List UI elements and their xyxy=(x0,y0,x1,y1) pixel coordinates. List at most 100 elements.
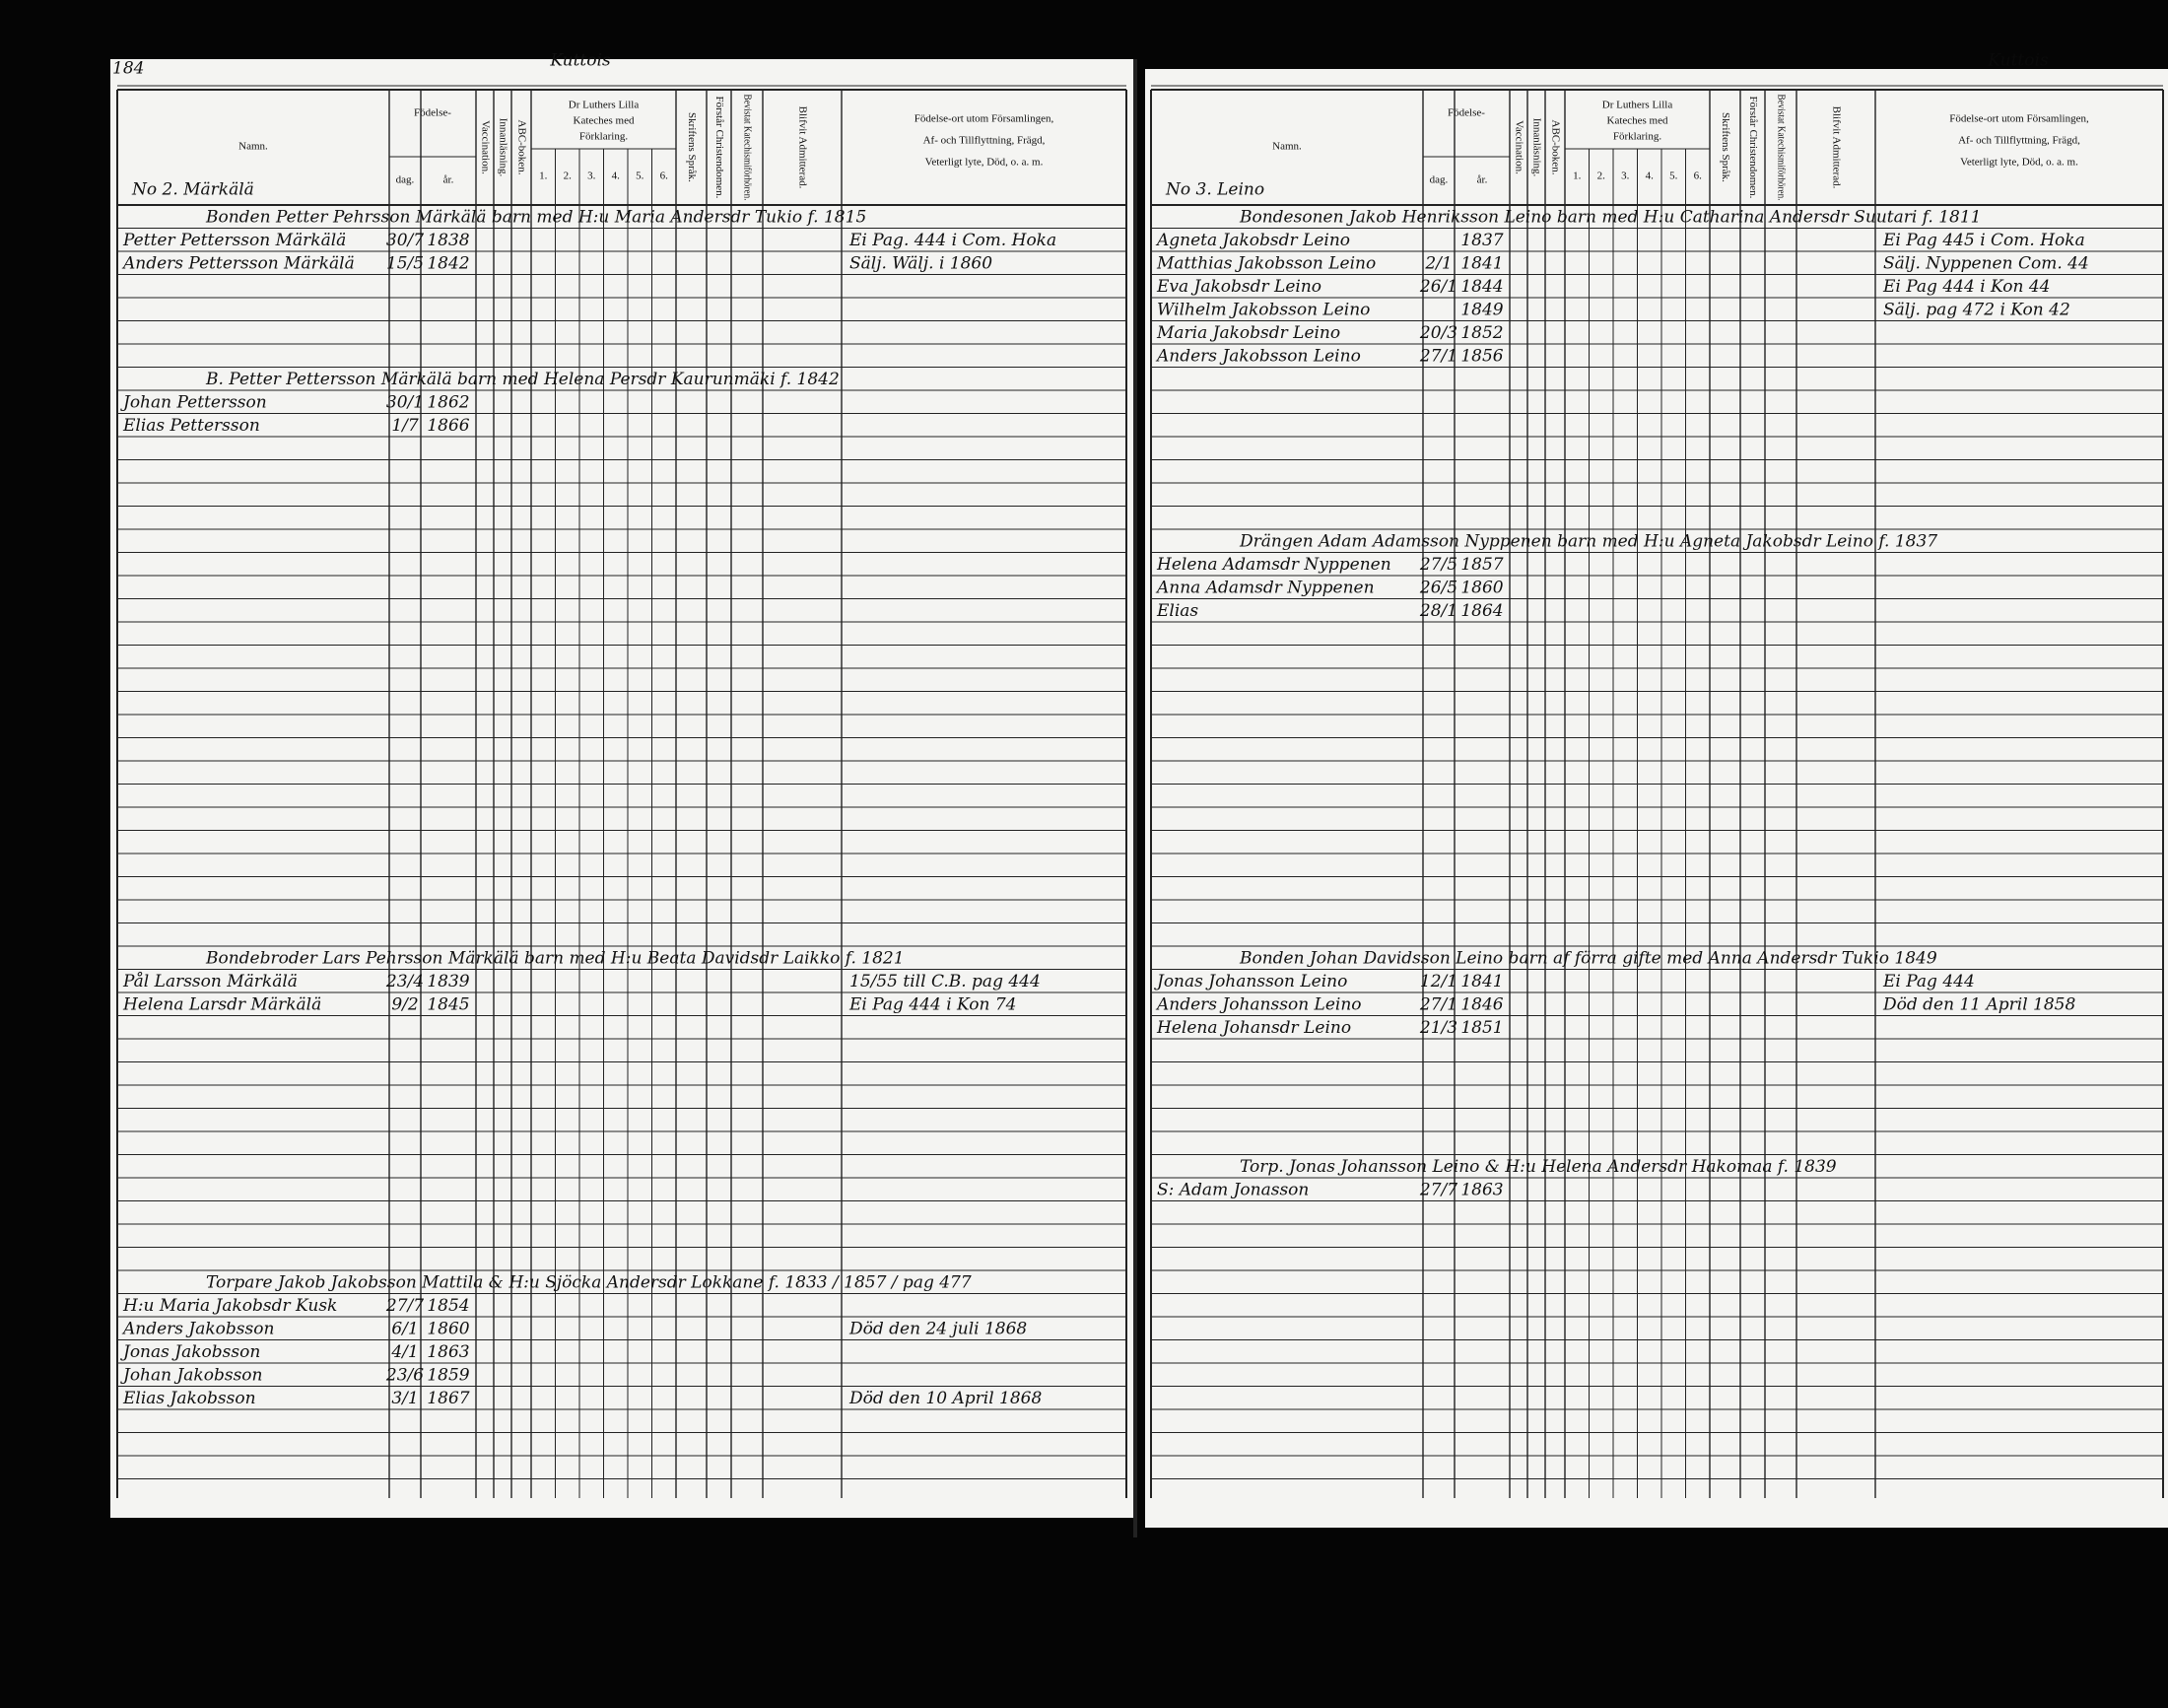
header-understands: Förstår Christendomen. xyxy=(1747,97,1759,199)
remark: Ei Pag. 444 i Com. Hoka xyxy=(848,231,1056,250)
remark: Död den 24 juli 1868 xyxy=(848,1319,1027,1338)
header-remarks: Af- och Tillflyttning, Frägd, xyxy=(1958,135,2080,147)
birth-year: 1866 xyxy=(427,416,469,436)
birth-day: 28/1 xyxy=(1419,601,1457,621)
header-part: 4. xyxy=(1646,171,1655,182)
birth-year: 1839 xyxy=(427,972,469,991)
header-part: 6. xyxy=(660,171,669,182)
birth-year: 1838 xyxy=(427,231,469,250)
house-title: No 2. Märkälä xyxy=(131,180,254,200)
birth-year: 1844 xyxy=(1460,277,1503,297)
person-name: Eva Jakobsdr Leino xyxy=(1156,277,1321,297)
person-name: Jonas Jakobsson xyxy=(120,1342,260,1362)
header-part: 3. xyxy=(1621,171,1630,182)
birth-year: 1846 xyxy=(1460,994,1503,1014)
birth-year: 1857 xyxy=(1460,555,1503,575)
village-name: Kuttois xyxy=(549,51,611,71)
birth-year: 1837 xyxy=(1460,231,1503,250)
birth-year: 1852 xyxy=(1460,323,1503,343)
header-remarks: Veterligt lyte, Död, o. a. m. xyxy=(1960,157,2078,169)
person-name: Elias Jakobsson xyxy=(122,1389,256,1408)
header-part: 5. xyxy=(636,171,644,182)
header-vaccination: Vaccination. xyxy=(1513,120,1524,174)
header-attended: Bevistat Katechismiförhören. xyxy=(1775,95,1787,201)
header-luther: Dr Luthers Lilla xyxy=(569,100,640,111)
header-scripture: Skriftens Språk. xyxy=(686,112,698,182)
header-vaccination: Vaccination. xyxy=(479,120,491,174)
person-name: S: Adam Jonasson xyxy=(1157,1180,1309,1199)
header-part: 2. xyxy=(1597,171,1606,182)
birth-day: 30/7 xyxy=(386,231,424,250)
birth-year: 1859 xyxy=(427,1365,469,1385)
person-name: Anna Adamsdr Nyppenen xyxy=(1155,578,1375,597)
header-remarks: Födelse-ort utom Församlingen, xyxy=(1949,113,2089,125)
person-name: Jonas Johansson Leino xyxy=(1154,972,1347,991)
header-part: 3. xyxy=(587,171,596,182)
header-abc: ABC-boken. xyxy=(515,120,527,175)
birth-year: 1863 xyxy=(1460,1180,1503,1199)
header-part: 5. xyxy=(1669,171,1678,182)
birth-day: 26/1 xyxy=(1419,277,1457,297)
birth-day: 6/1 xyxy=(391,1319,418,1338)
header-remarks: Födelse-ort utom Församlingen, xyxy=(915,113,1054,125)
header-luther: Kateches med xyxy=(574,115,635,127)
header-luther: Kateches med xyxy=(1607,115,1668,127)
household-headline: B. Petter Pettersson Märkälä barn med He… xyxy=(205,370,840,389)
birth-year: 1854 xyxy=(427,1296,469,1316)
person-name: Anders Jakobsson Leino xyxy=(1155,346,1361,366)
birth-day: 27/1 xyxy=(1419,346,1457,366)
person-name: Helena Adamsdr Nyppenen xyxy=(1156,555,1391,575)
header-year: år. xyxy=(443,174,454,186)
birth-day: 2/1 xyxy=(1424,253,1452,273)
header-day: dag. xyxy=(396,174,415,186)
birth-day: 23/4 xyxy=(385,972,424,991)
header-birth: Födelse- xyxy=(414,107,451,119)
birth-day: 27/7 xyxy=(385,1296,424,1316)
birth-day: 27/7 xyxy=(1419,1180,1457,1199)
left-page xyxy=(110,59,1137,1518)
household-headline: Bondesonen Jakob Henriksson Leino barn m… xyxy=(1239,207,1981,227)
header-reading: Innanläsning. xyxy=(497,118,508,177)
remark: Sälj. Nyppenen Com. 44 xyxy=(1883,253,2089,273)
person-name: Elias xyxy=(1156,601,1198,621)
header-part: 4. xyxy=(612,171,621,182)
remark: Död den 10 April 1868 xyxy=(848,1389,1042,1408)
birth-day: 1/7 xyxy=(391,416,419,436)
birth-year: 1862 xyxy=(427,392,469,412)
house-title: No 3. Leino xyxy=(1165,180,1264,200)
birth-day: 15/5 xyxy=(386,253,424,273)
birth-day: 21/3 xyxy=(1419,1018,1457,1038)
remark: 15/55 till C.B. pag 444 xyxy=(849,972,1041,991)
header-luther: Dr Luthers Lilla xyxy=(1602,100,1673,111)
header-luther: Förklaring. xyxy=(1613,131,1661,143)
header-admitted: Blifvit Admitterad. xyxy=(796,106,808,189)
birth-year: 1851 xyxy=(1460,1018,1503,1038)
household-headline: Bonden Johan Davidsson Leino barn af för… xyxy=(1239,948,1937,968)
birth-year: 1860 xyxy=(427,1319,469,1338)
person-name: Agneta Jakobsdr Leino xyxy=(1155,231,1350,250)
birth-year: 1842 xyxy=(427,253,469,273)
header-part: 6. xyxy=(1694,171,1703,182)
birth-day: 27/1 xyxy=(1419,994,1457,1014)
person-name: Pål Larsson Märkälä xyxy=(122,972,298,991)
birth-day: 3/1 xyxy=(391,1389,418,1408)
birth-year: 1849 xyxy=(1460,300,1503,319)
household-headline: Bondebroder Lars Pehrsson Märkälä barn m… xyxy=(205,948,905,968)
person-name: Wilhelm Jakobsson Leino xyxy=(1157,300,1370,319)
header-part: 2. xyxy=(564,171,573,182)
household-headline: Torp. Jonas Johansson Leino & H:u Helena… xyxy=(1240,1157,1837,1177)
header-admitted: Blifvit Admitterad. xyxy=(1830,106,1842,189)
remark: Död den 11 April 1858 xyxy=(1882,994,2075,1014)
birth-day: 4/1 xyxy=(390,1342,418,1362)
household-headline: Torpare Jakob Jakobsson Mattila & H:u Sj… xyxy=(206,1272,972,1292)
person-name: Johan Jakobsson xyxy=(120,1365,263,1385)
header-day: dag. xyxy=(1430,174,1449,186)
header-luther: Förklaring. xyxy=(579,131,628,143)
person-name: Anders Jakobsson xyxy=(121,1319,274,1338)
header-year: år. xyxy=(1477,174,1488,186)
birth-day: 30/1 xyxy=(386,392,424,412)
person-name: Helena Larsdr Märkälä xyxy=(122,994,321,1014)
page-number: 184 xyxy=(112,59,144,79)
birth-year: 1841 xyxy=(1460,253,1503,273)
birth-year: 1860 xyxy=(1460,578,1503,597)
